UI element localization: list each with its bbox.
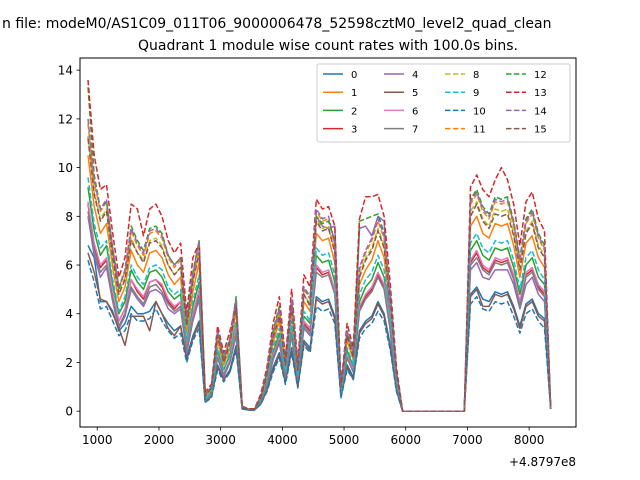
legend-label-11: 11 xyxy=(473,125,486,136)
series-line-6 xyxy=(87,201,552,412)
chart-title: Quadrant 1 module wise count rates with … xyxy=(138,38,518,54)
series-line-8 xyxy=(87,135,552,412)
x-tick-label: 7000 xyxy=(452,433,483,447)
y-tick-label: 2 xyxy=(65,356,73,370)
legend-label-6: 6 xyxy=(412,106,418,117)
series-line-7 xyxy=(87,211,552,412)
series-line-5 xyxy=(87,252,552,412)
x-tick-label: 4000 xyxy=(267,433,298,447)
x-tick-label: 5000 xyxy=(329,433,360,447)
legend-label-4: 4 xyxy=(412,70,418,81)
legend-label-13: 13 xyxy=(534,88,547,99)
y-tick-label: 12 xyxy=(58,112,73,126)
series-line-2 xyxy=(87,186,552,412)
series-line-1 xyxy=(87,155,552,412)
x-tick-label: 1000 xyxy=(82,433,113,447)
series-line-11 xyxy=(87,123,552,412)
series-line-3 xyxy=(87,203,552,412)
x-offset-label: +4.8797e8 xyxy=(509,455,576,469)
y-tick-label: 0 xyxy=(65,405,73,419)
y-tick-label: 4 xyxy=(65,307,73,321)
series-line-13 xyxy=(87,79,552,412)
series-line-14 xyxy=(87,118,552,412)
series-line-10 xyxy=(87,259,552,412)
legend-label-12: 12 xyxy=(534,70,547,81)
series-line-15 xyxy=(87,138,552,412)
legend-label-10: 10 xyxy=(473,106,486,117)
legend-label-8: 8 xyxy=(473,70,479,81)
x-tick-label: 8000 xyxy=(514,433,545,447)
series-line-0 xyxy=(87,245,552,412)
legend-box xyxy=(316,63,571,143)
legend-label-9: 9 xyxy=(473,88,479,99)
y-tick-label: 8 xyxy=(65,210,73,224)
series-line-12 xyxy=(87,87,552,412)
series-line-9 xyxy=(87,177,552,412)
figure-suptitle: n file: modeM0/AS1C09_011T06_9000006478_… xyxy=(2,16,551,32)
legend-label-1: 1 xyxy=(351,88,357,99)
legend-label-3: 3 xyxy=(351,125,357,136)
x-tick-label: 3000 xyxy=(205,433,236,447)
series-line-4 xyxy=(87,215,552,412)
series-layer xyxy=(87,79,552,412)
y-tick-label: 6 xyxy=(65,259,73,273)
y-tick-label: 10 xyxy=(58,161,73,175)
x-axis: 1000 2000 3000 4000 5000 6000 7000 8000 xyxy=(82,427,544,447)
legend-label-5: 5 xyxy=(412,88,418,99)
legend-label-0: 0 xyxy=(351,70,357,81)
y-tick-label: 14 xyxy=(58,64,73,78)
x-tick-label: 6000 xyxy=(390,433,421,447)
legend-label-14: 14 xyxy=(534,106,547,117)
plot-frame xyxy=(79,57,577,428)
y-axis: 0 2 4 6 8 10 12 14 xyxy=(58,64,80,419)
legend-label-2: 2 xyxy=(351,106,357,117)
x-tick-label: 2000 xyxy=(144,433,175,447)
legend-label-7: 7 xyxy=(412,125,418,136)
legend-label-15: 15 xyxy=(534,125,547,136)
